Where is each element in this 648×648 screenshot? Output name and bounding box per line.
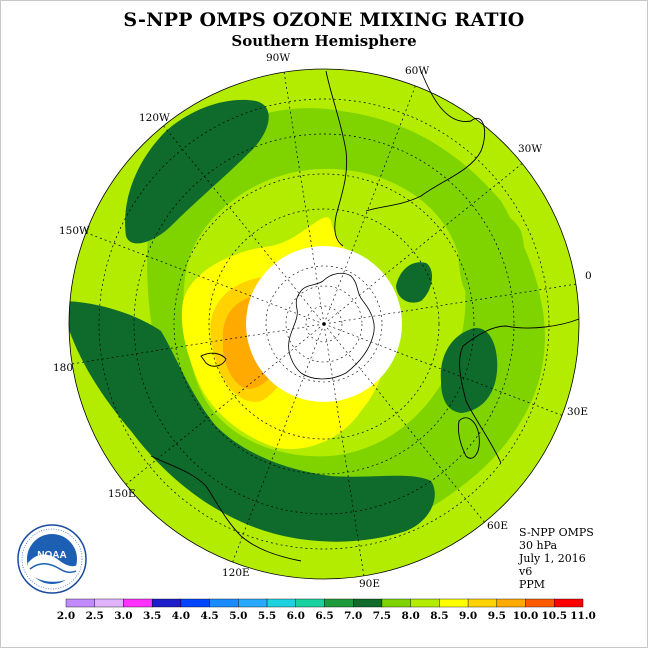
info-version: v6 xyxy=(519,565,533,578)
colorbar-swatch xyxy=(266,598,296,608)
colorbar-tick-label: 11.0 xyxy=(570,610,596,622)
lon-label-150e: 150E xyxy=(108,488,136,500)
colorbar-tick-label: 5.5 xyxy=(258,610,276,622)
colorbar-tick-label: 7.0 xyxy=(344,610,362,622)
colorbar-tick-label: 6.0 xyxy=(287,610,305,622)
colorbar-tick-label: 6.5 xyxy=(315,610,333,622)
field-dark-green-south-pacific xyxy=(125,99,269,244)
colorbar-swatch xyxy=(295,598,325,608)
south-america-east-coastline xyxy=(365,70,485,212)
longitude-labels: 90W 60W 30W 0 30E 60E 90E 120E 150E 180 … xyxy=(53,52,592,590)
colorbar-tick-label: 4.5 xyxy=(200,610,218,622)
inner-latitude-circle xyxy=(285,285,363,363)
colorbar-tick-label: 8.5 xyxy=(430,610,448,622)
latitude-circle xyxy=(208,208,440,440)
colorbar-tick-label: 7.5 xyxy=(373,610,391,622)
colorbar-swatch xyxy=(439,598,469,608)
lon-label-60w: 60W xyxy=(405,65,429,77)
colorbar-swatch xyxy=(151,598,182,608)
colorbar-swatch xyxy=(209,598,239,608)
latitude-circle xyxy=(173,173,475,475)
lon-label-180: 180 xyxy=(53,362,73,374)
continents xyxy=(150,70,580,562)
colorbar-swatch xyxy=(324,598,354,608)
colorbar-tick-label: 8.0 xyxy=(402,610,420,622)
inner-meridian-line xyxy=(246,323,325,337)
inner-meridian-line xyxy=(311,246,325,325)
chart-title: S-NPP OMPS OZONE MIXING RATIO xyxy=(123,9,525,31)
latitude-circle xyxy=(98,98,550,550)
south-america-coastline xyxy=(325,70,348,247)
lon-label-150w: 150W xyxy=(59,225,90,237)
colorbar-tick-label: 5.0 xyxy=(229,610,247,622)
colorbar-tick-label: 2.0 xyxy=(57,610,75,622)
graticule xyxy=(72,72,576,576)
noaa-logo-text: NOAA xyxy=(37,550,66,561)
field-dark-green-pacific xyxy=(69,301,435,542)
field-dark-green-atlantic xyxy=(396,262,433,303)
lon-label-30w: 30W xyxy=(518,143,542,155)
inner-meridian-line xyxy=(323,323,397,353)
colorbar-swatch xyxy=(496,598,526,608)
map-boundary xyxy=(68,68,580,580)
colorbar-swatches xyxy=(65,598,584,608)
colorbar-swatch xyxy=(554,598,584,608)
info-units: PPM xyxy=(519,578,546,591)
colorbar-tick-label: 4.0 xyxy=(172,610,190,622)
colorbar-swatch xyxy=(410,598,440,608)
colorbar-swatch xyxy=(525,598,555,608)
colorbar-tick-label: 10.5 xyxy=(541,610,567,622)
lon-label-30e: 30E xyxy=(567,406,588,418)
inner-meridian-line xyxy=(251,295,325,325)
inner-latitude-circle xyxy=(265,265,383,383)
info-instrument: S-NPP OMPS xyxy=(519,526,594,539)
colorbar-swatch xyxy=(381,598,411,608)
australia-coastline xyxy=(150,455,302,562)
colorbar-swatch xyxy=(238,598,268,608)
new-zealand-coastline xyxy=(200,352,227,367)
africa-coastline xyxy=(459,318,580,464)
inner-latitude-circle xyxy=(305,305,343,343)
inner-meridian-line xyxy=(323,311,402,325)
lon-label-60e: 60E xyxy=(487,520,508,532)
latitude-circle xyxy=(133,133,515,515)
chart-subtitle: Southern Hemisphere xyxy=(231,32,417,50)
lon-label-90w: 90W xyxy=(266,52,290,64)
inner-meridian-line xyxy=(323,323,337,402)
colorbar-swatch xyxy=(467,598,498,608)
colorbar-swatch xyxy=(123,598,153,608)
info-date: July 1, 2016 xyxy=(519,552,586,565)
field-dark-green-africa xyxy=(440,328,498,413)
info-level: 30 hPa xyxy=(519,539,558,552)
noaa-logo: NOAA xyxy=(17,524,87,594)
field-green-indian xyxy=(458,211,525,309)
antarctica-coastline xyxy=(288,272,375,380)
info-block: S-NPP OMPS 30 hPa July 1, 2016 v6 PPM xyxy=(519,526,594,591)
lon-label-0: 0 xyxy=(585,270,592,282)
lon-label-120w: 120W xyxy=(139,112,170,124)
colorbar-swatch xyxy=(65,598,95,608)
colorbar-swatch xyxy=(180,598,210,608)
colorbar-tick-label: 9.0 xyxy=(459,610,477,622)
inner-graticule xyxy=(246,246,402,402)
inner-meridian-line xyxy=(323,251,353,325)
colorbar-ticks: 2.0 2.5 3.0 3.5 4.0 4.5 5.0 5.5 6.0 6.5 7.0 7.5 8.0 8… xyxy=(57,610,596,622)
lon-label-120e: 120E xyxy=(222,567,250,579)
lon-label-90e: 90E xyxy=(359,578,380,590)
colorbar-tick-label: 9.5 xyxy=(488,610,506,622)
colorbar-tick-label: 2.5 xyxy=(86,610,104,622)
colorbar-tick-label: 3.0 xyxy=(114,610,132,622)
colorbar-swatch xyxy=(353,598,383,608)
madagascar-coastline xyxy=(458,417,480,459)
colorbar-swatch xyxy=(94,598,124,608)
inner-meridian-line xyxy=(295,323,325,397)
colorbar-tick-label: 10.0 xyxy=(513,610,539,622)
colorbar-tick-label: 3.5 xyxy=(143,610,161,622)
south-pole-marker xyxy=(322,322,326,326)
